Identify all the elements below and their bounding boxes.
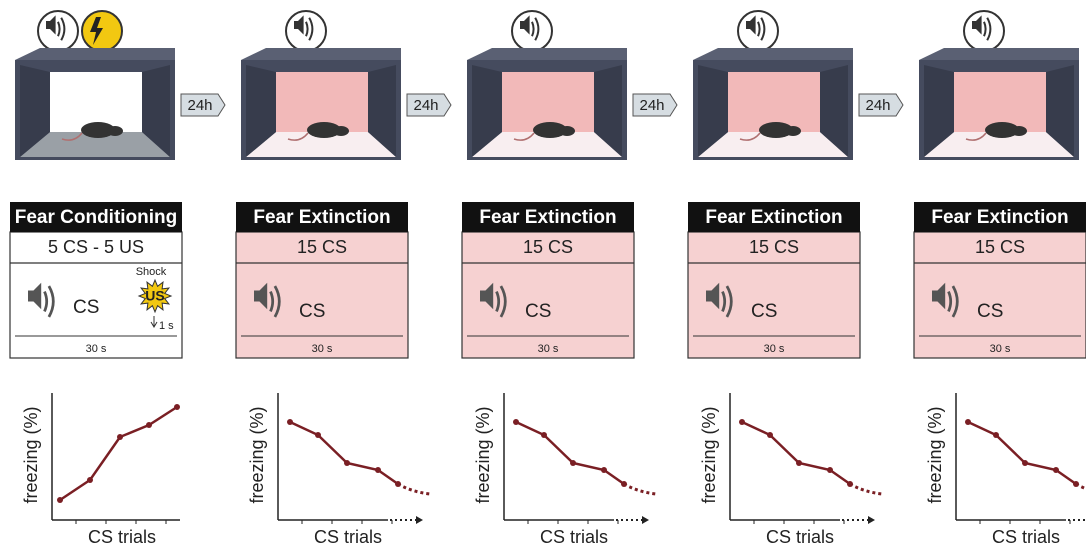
delay-label: 1 s [159, 320, 174, 332]
mouse-head [559, 126, 575, 136]
x-label: CS trials [992, 527, 1060, 547]
chamber-top [693, 48, 853, 60]
axis-arrowhead [416, 516, 423, 524]
protocol-title: Fear Extinction [705, 207, 842, 228]
cs-label: CS [751, 301, 777, 322]
axis-arrowhead [642, 516, 649, 524]
interval-label: 24h [865, 97, 890, 114]
trend-line [968, 422, 1076, 484]
fear-protocol-diagram: 24h Fear Conditioning 5 CS - 5 US CS 30 s Sho… [0, 0, 1086, 550]
shock-label: Shock [136, 266, 167, 278]
interval-label: 24h [639, 97, 664, 114]
x-label: CS trials [766, 527, 834, 547]
y-label: freezing (%) [21, 406, 41, 503]
trend-point [601, 467, 607, 473]
chamber-top [15, 48, 175, 60]
sound-badge [964, 11, 1004, 51]
cs-label: CS [977, 301, 1003, 322]
mouse-head [107, 126, 123, 136]
duration-label: 30 s [538, 343, 559, 355]
cs-label: CS [525, 301, 551, 322]
trend-point [739, 419, 745, 425]
protocol-count: 5 CS - 5 US [48, 237, 144, 257]
trend-point [57, 497, 63, 503]
trend-point [513, 419, 519, 425]
protocol-title: Fear Extinction [479, 207, 616, 228]
cs-label: CS [299, 301, 325, 322]
trend-point [174, 404, 180, 410]
trend-point [767, 432, 773, 438]
trend-point [375, 467, 381, 473]
trend-point [965, 419, 971, 425]
protocol-count: 15 CS [749, 237, 799, 257]
trend-point [344, 460, 350, 466]
y-label: freezing (%) [925, 406, 945, 503]
y-label: freezing (%) [473, 406, 493, 503]
trend-point [87, 477, 93, 483]
duration-label: 30 s [312, 343, 333, 355]
trend-point [287, 419, 293, 425]
duration-label: 30 s [764, 343, 785, 355]
chamber-top [919, 48, 1079, 60]
sound-badge [286, 11, 326, 51]
sound-badge [512, 11, 552, 51]
protocol-title: Fear Conditioning [15, 207, 178, 228]
trend-point [146, 422, 152, 428]
protocol-count: 15 CS [523, 237, 573, 257]
chamber-top [467, 48, 627, 60]
mouse-head [1011, 126, 1027, 136]
interval-label: 24h [187, 97, 212, 114]
mouse-head [785, 126, 801, 136]
interval-label: 24h [413, 97, 438, 114]
trend-point [570, 460, 576, 466]
mouse-head [333, 126, 349, 136]
trend-continuation [1076, 484, 1086, 494]
shock-badge [82, 11, 122, 51]
trend-line [516, 422, 624, 484]
sound-badge [738, 11, 778, 51]
y-label: freezing (%) [247, 406, 267, 503]
x-label: CS trials [540, 527, 608, 547]
trend-continuation [850, 484, 882, 494]
protocol-title: Fear Extinction [931, 207, 1068, 228]
trend-line [60, 407, 177, 500]
trend-point [541, 432, 547, 438]
trend-point [993, 432, 999, 438]
y-label: freezing (%) [699, 406, 719, 503]
x-label: CS trials [88, 527, 156, 547]
cs-label: CS [73, 297, 99, 318]
chamber-top [241, 48, 401, 60]
trend-continuation [624, 484, 656, 494]
protocol-title: Fear Extinction [253, 207, 390, 228]
trend-point [827, 467, 833, 473]
trend-point [1053, 467, 1059, 473]
trend-point [117, 434, 123, 440]
us-label: US [145, 288, 164, 304]
trend-point [315, 432, 321, 438]
sound-badge [38, 11, 78, 51]
duration-label: 30 s [86, 343, 107, 355]
protocol-count: 15 CS [975, 237, 1025, 257]
duration-label: 30 s [990, 343, 1011, 355]
trend-point [796, 460, 802, 466]
trend-continuation [398, 484, 430, 494]
trend-point [1022, 460, 1028, 466]
protocol-count: 15 CS [297, 237, 347, 257]
x-label: CS trials [314, 527, 382, 547]
axis-arrowhead [868, 516, 875, 524]
trend-line [742, 422, 850, 484]
trend-line [290, 422, 398, 484]
